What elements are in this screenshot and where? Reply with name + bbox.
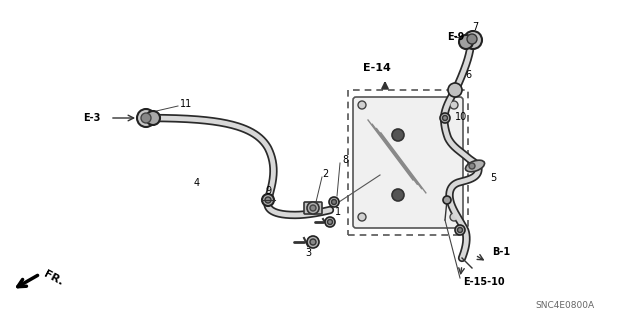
- Circle shape: [458, 227, 463, 233]
- Circle shape: [325, 217, 335, 227]
- Circle shape: [310, 239, 316, 245]
- Text: 3: 3: [305, 248, 311, 258]
- Circle shape: [464, 31, 482, 49]
- Text: 5: 5: [490, 173, 496, 183]
- Bar: [348, 90, 468, 235]
- Circle shape: [392, 129, 404, 141]
- Circle shape: [329, 197, 339, 207]
- Circle shape: [146, 111, 160, 125]
- Circle shape: [310, 205, 316, 211]
- Text: E-15-10: E-15-10: [463, 277, 504, 287]
- Circle shape: [307, 202, 319, 214]
- Circle shape: [358, 213, 366, 221]
- Circle shape: [442, 115, 447, 121]
- Ellipse shape: [465, 160, 484, 172]
- Text: SNC4E0800A: SNC4E0800A: [536, 300, 595, 309]
- Circle shape: [455, 225, 465, 235]
- Circle shape: [459, 35, 473, 49]
- Text: 2: 2: [322, 169, 328, 179]
- Circle shape: [448, 83, 462, 97]
- FancyBboxPatch shape: [304, 202, 322, 214]
- Circle shape: [450, 101, 458, 109]
- Circle shape: [141, 113, 151, 123]
- Circle shape: [450, 213, 458, 221]
- Text: 11: 11: [180, 99, 192, 109]
- Text: 4: 4: [194, 178, 200, 188]
- Text: E-14: E-14: [363, 63, 391, 73]
- Circle shape: [443, 196, 451, 204]
- Circle shape: [467, 34, 477, 44]
- Text: 6: 6: [465, 70, 471, 80]
- Circle shape: [469, 163, 475, 169]
- Text: 1: 1: [335, 207, 341, 217]
- Circle shape: [358, 101, 366, 109]
- Circle shape: [265, 197, 271, 203]
- Text: 10: 10: [455, 112, 467, 122]
- Circle shape: [332, 199, 337, 204]
- Text: 8: 8: [342, 155, 348, 165]
- Circle shape: [307, 236, 319, 248]
- Circle shape: [392, 189, 404, 201]
- FancyBboxPatch shape: [353, 97, 463, 228]
- Circle shape: [137, 109, 155, 127]
- Text: B-1: B-1: [492, 247, 510, 257]
- Text: E-3: E-3: [83, 113, 100, 123]
- Text: 7: 7: [472, 22, 478, 32]
- Circle shape: [262, 194, 274, 206]
- Text: FR.: FR.: [42, 269, 65, 287]
- Text: E-9: E-9: [447, 32, 465, 42]
- Circle shape: [440, 113, 450, 123]
- Text: 9: 9: [265, 186, 271, 196]
- Circle shape: [328, 219, 333, 225]
